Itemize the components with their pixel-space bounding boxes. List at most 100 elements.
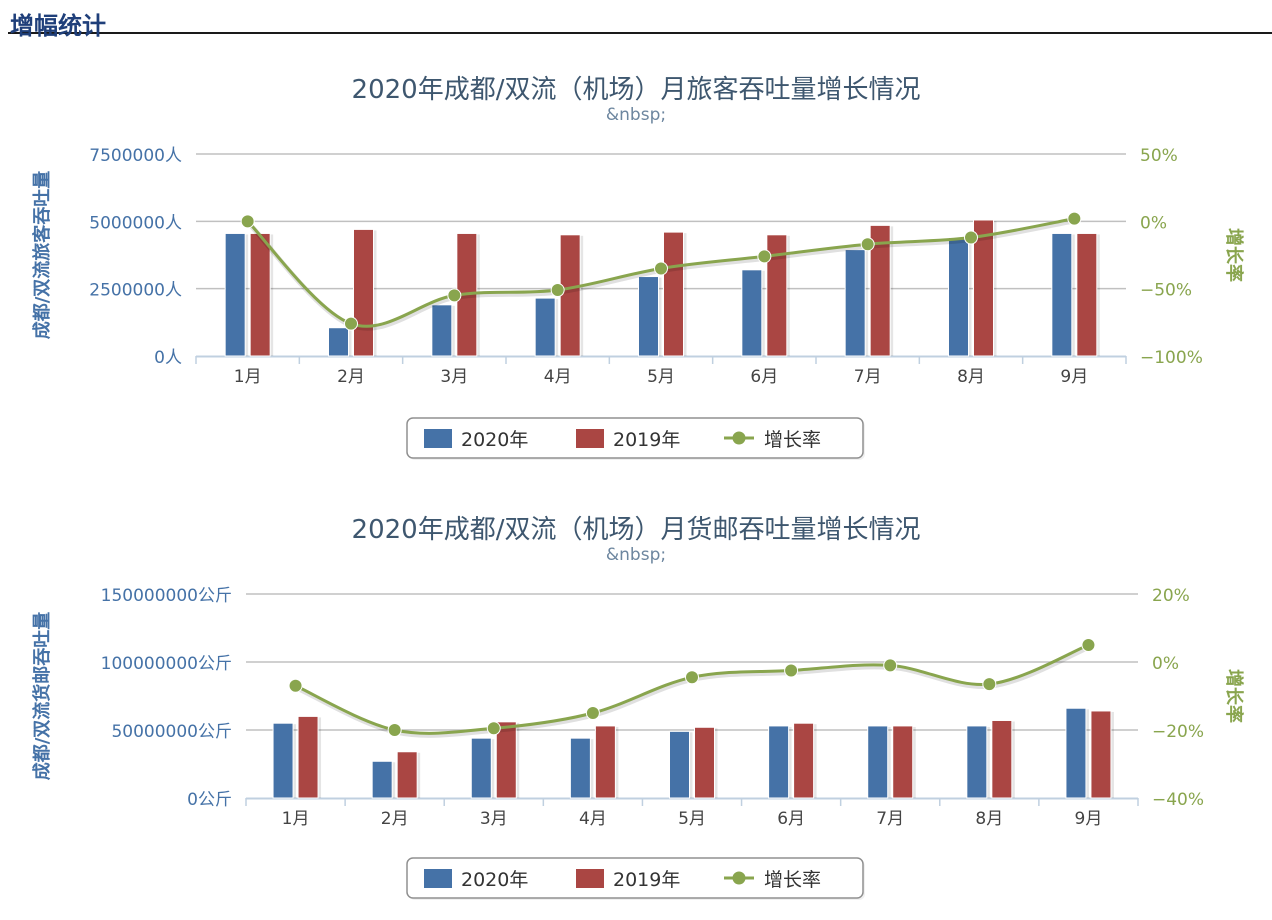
growth-point	[860, 237, 875, 252]
x-tick-label: 3月	[480, 809, 508, 829]
y2-tick-label: −100%	[1140, 348, 1203, 368]
legend-item-2020-label: 2020年	[461, 429, 528, 451]
x-tick-label: 9月	[1075, 809, 1103, 829]
bar-2020	[638, 276, 659, 357]
legend-item-growth-swatch-marker	[732, 431, 746, 445]
x-tick-label: 2月	[337, 367, 365, 387]
passenger-chart-svg: 2020年成都/双流（机场）月旅客吞吐量增长情况&nbsp; 0人 2500000人…	[31, 75, 1245, 460]
growth-line-shadow	[295, 644, 1091, 738]
bar-2019	[594, 725, 616, 799]
x-tick-label: 4月	[579, 809, 607, 829]
y-tick-label: 150000000公斤	[101, 586, 232, 606]
bar-2019	[1076, 232, 1098, 357]
x-tick-label: 1月	[282, 809, 310, 829]
y-tick-label: 0公斤	[187, 790, 232, 810]
y-tick-label: 0人	[154, 348, 182, 368]
y2-axis-title: 增长率	[1223, 669, 1245, 723]
legend-item-2019-swatch	[576, 869, 604, 888]
bar-2020	[966, 725, 988, 799]
page-title: 增幅统计	[10, 11, 106, 40]
y2-tick-label: −50%	[1140, 281, 1192, 301]
bar-2019	[793, 722, 815, 799]
bar-2019	[663, 231, 684, 357]
bar-2020	[431, 304, 453, 357]
chart-title: 2020年成都/双流（机场）月旅客吞吐量增长情况	[352, 75, 921, 105]
y2-tick-label: 20%	[1152, 586, 1190, 606]
x-tick-label: 7月	[854, 367, 882, 387]
bar-2019	[694, 726, 715, 799]
bar-2020	[371, 760, 393, 799]
bar-2019	[396, 751, 418, 799]
bar-2019	[991, 719, 1013, 799]
legend-item-growth-label: 增长率	[764, 869, 821, 891]
growth-point	[240, 214, 255, 229]
bar-2020	[1051, 232, 1073, 357]
y-tick-label: 50000000公斤	[111, 722, 232, 742]
x-tick-label: 6月	[750, 367, 778, 387]
chart-title: 2020年成都/双流（机场）月货邮吞吐量增长情况	[352, 515, 921, 545]
growth-point	[883, 658, 898, 673]
growth-point	[685, 670, 699, 685]
y-tick-label: 100000000公斤	[101, 654, 232, 674]
bar-2019	[766, 234, 788, 357]
legend-item-2020-label: 2020年	[461, 869, 528, 891]
growth-point	[1067, 211, 1082, 226]
growth-point	[550, 283, 565, 298]
bar-2020	[669, 730, 690, 799]
y2-tick-label: −40%	[1152, 790, 1204, 810]
legend-item-2019-swatch	[576, 429, 604, 448]
passenger-chart: 2020年成都/双流（机场）月旅客吞吐量增长情况 &nbsp; 0人 2500000人…	[0, 40, 1272, 480]
x-tick-label: 5月	[647, 367, 675, 387]
legend-item-2019-label: 2019年	[613, 869, 680, 891]
growth-point	[784, 663, 799, 678]
cargo-chart: 2020年成都/双流（机场）月货邮吞吐量增长情况 &nbsp; 0公斤 5000000…	[0, 480, 1272, 920]
x-tick-label: 6月	[777, 809, 805, 829]
bar-2020	[948, 236, 969, 357]
x-tick-label: 2月	[381, 809, 409, 829]
growth-point	[344, 316, 358, 331]
x-tick-label: 8月	[957, 367, 985, 387]
y-tick-label: 5000000人	[89, 213, 182, 233]
bar-2020	[272, 722, 294, 799]
growth-point	[1081, 638, 1096, 652]
bar-2019	[559, 234, 581, 357]
y-tick-label: 2500000人	[89, 281, 182, 301]
bar-2019	[892, 725, 914, 799]
bar-2019	[973, 219, 994, 357]
bar-2020	[534, 297, 556, 357]
bar-2019	[1090, 710, 1112, 799]
legend-item-growth-swatch-marker	[732, 871, 746, 885]
growth-point	[982, 677, 997, 692]
y2-tick-label: 0%	[1152, 654, 1179, 674]
legend-item-2020-swatch	[424, 869, 452, 888]
chart-subtitle: &nbsp;	[606, 105, 666, 125]
x-tick-label: 1月	[234, 367, 262, 387]
y2-tick-label: 50%	[1140, 146, 1178, 166]
legend-box	[406, 417, 864, 459]
x-tick-label: 3月	[440, 367, 468, 387]
growth-point	[288, 678, 303, 693]
x-tick-label: 5月	[678, 809, 706, 829]
bar-2020	[569, 737, 591, 799]
legend-item-2020-swatch	[424, 429, 452, 448]
legend-item-2019-label: 2019年	[613, 429, 680, 451]
bar-2020	[1065, 707, 1087, 799]
bar-2020	[768, 725, 790, 799]
cargo-chart-svg: 2020年成都/双流（机场）月货邮吞吐量增长情况&nbsp; 0公斤 5000000…	[31, 515, 1245, 900]
y2-axis-title: 增长率	[1223, 228, 1245, 282]
x-tick-label: 4月	[544, 367, 572, 387]
y-tick-label: 7500000人	[89, 146, 182, 166]
growth-line	[294, 643, 1089, 735]
legend-box	[406, 857, 864, 899]
growth-point	[585, 706, 600, 720]
growth-point	[387, 723, 402, 737]
bar-2020	[867, 725, 889, 799]
growth-point	[964, 230, 978, 245]
y2-tick-label: 0%	[1140, 213, 1167, 233]
growth-point	[486, 721, 501, 736]
y-axis-title: 成都/双流旅客吞吐量	[31, 171, 53, 340]
bar-2019	[869, 224, 891, 357]
bar-2020	[844, 249, 866, 357]
bar-2020	[470, 737, 492, 799]
growth-point	[447, 288, 462, 303]
